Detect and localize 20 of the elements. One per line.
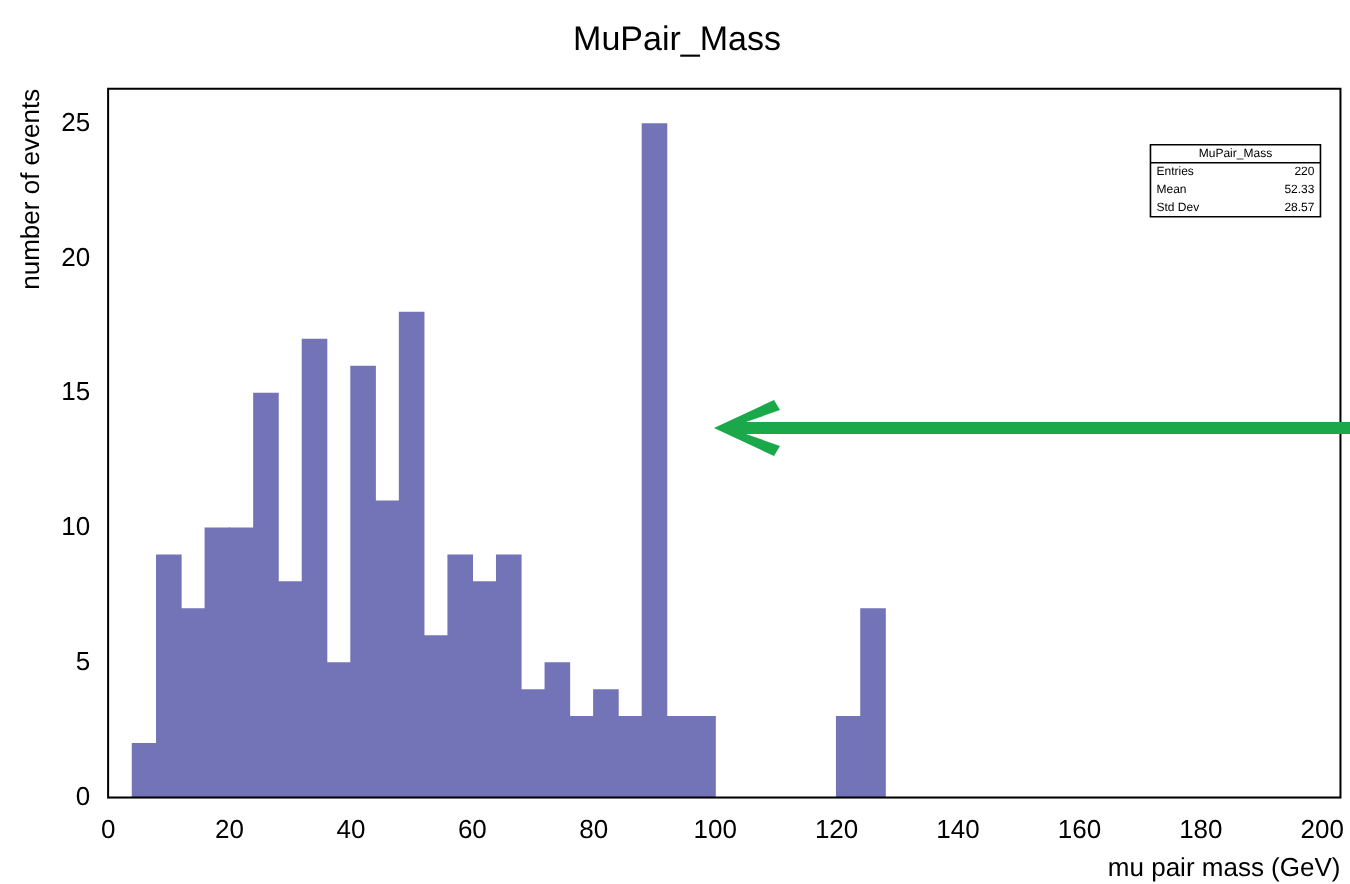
- x-tick-label: 0: [100, 814, 116, 845]
- y-tick-label: 0: [75, 780, 91, 811]
- y-tick-label: 25: [61, 106, 91, 137]
- y-tick-label: 20: [61, 241, 91, 272]
- chart-title: MuPair_Mass: [573, 19, 781, 58]
- y-axis-title: number of events: [14, 87, 45, 290]
- x-tick-label: 160: [1057, 814, 1102, 845]
- x-tick-label: 80: [579, 814, 609, 845]
- y-tick-label: 5: [75, 646, 91, 676]
- x-tick-label: 180: [1179, 814, 1223, 845]
- y-tick-label: 15: [61, 376, 91, 407]
- x-axis-title: mu pair mass (GeV): [1107, 851, 1341, 882]
- x-tick-label: 20: [215, 814, 244, 845]
- x-tick-label: 100: [693, 814, 737, 845]
- x-tick-label: 120: [814, 814, 859, 845]
- x-tick-label: 60: [457, 814, 487, 845]
- x-tick-label: 200: [1300, 814, 1344, 845]
- x-tick-label: 140: [936, 814, 980, 845]
- x-tick-label: 40: [336, 814, 366, 845]
- y-tick-label: 10: [61, 511, 91, 542]
